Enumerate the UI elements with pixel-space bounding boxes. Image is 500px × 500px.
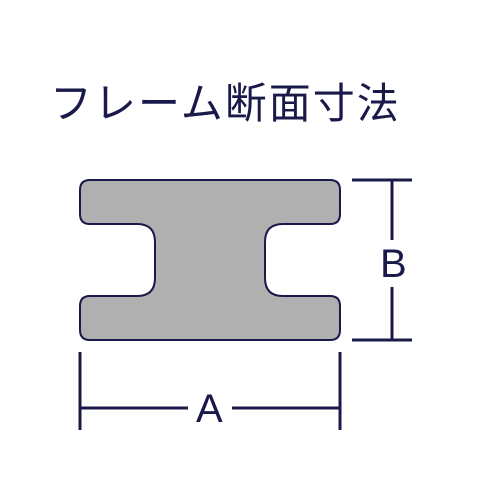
label-b: B [380, 242, 407, 286]
label-a: A [196, 387, 223, 431]
ibeam-shape [80, 180, 340, 340]
dimension-b: B [352, 180, 412, 340]
diagram-svg: B A [0, 0, 500, 500]
dimension-a: A [80, 352, 340, 431]
